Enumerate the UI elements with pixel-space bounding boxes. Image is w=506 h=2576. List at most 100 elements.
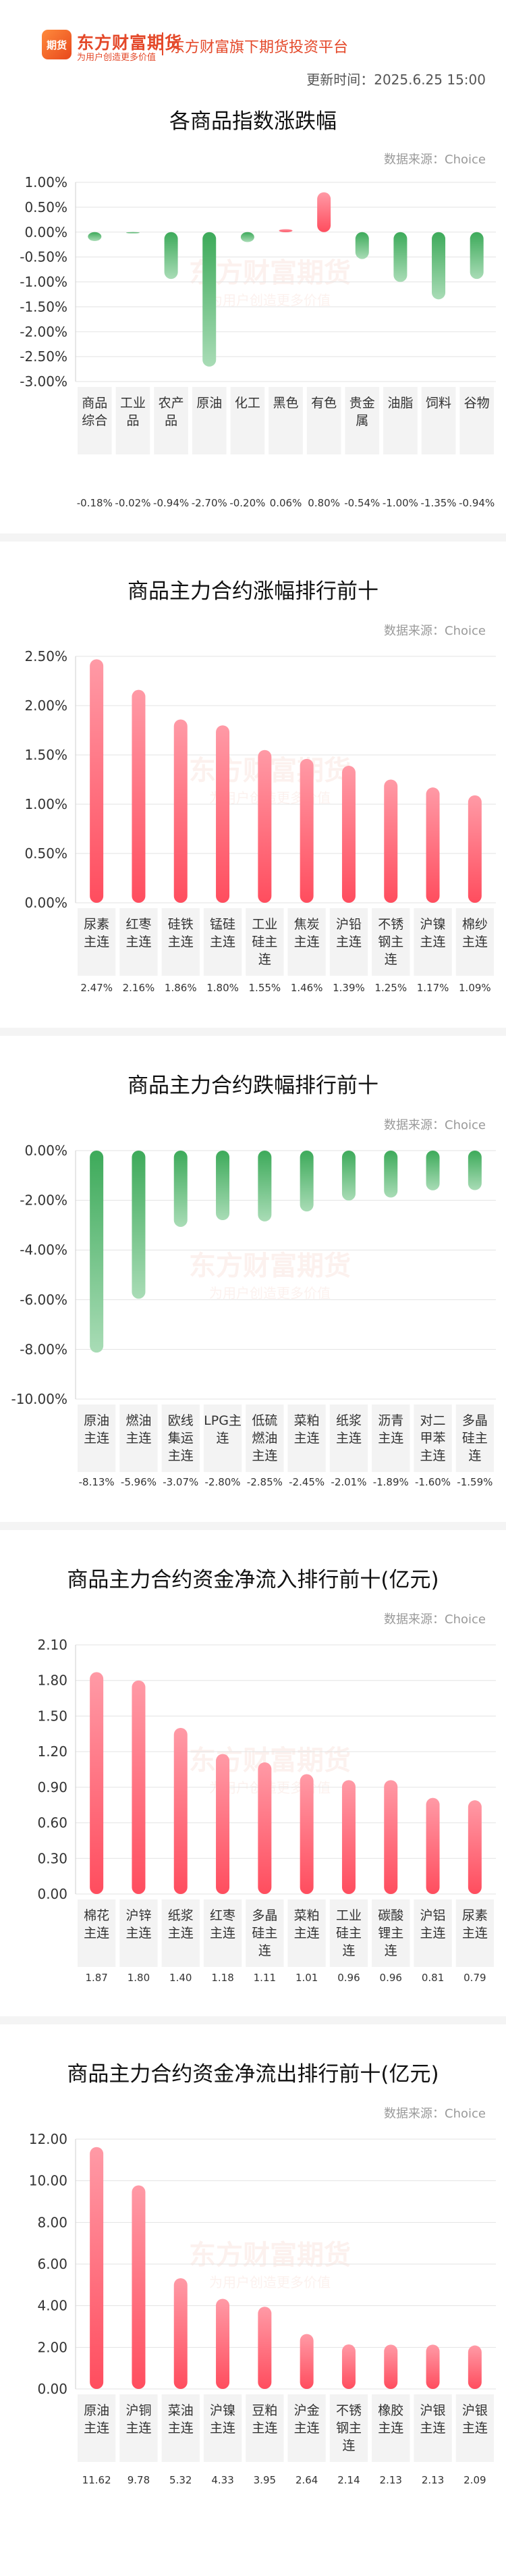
chart-section-net-inflow: 商品主力合约资金净流入排行前十(亿元) 数据来源：Choice 东方财富期货为用… [0,1530,506,2016]
y-tick-label: 2.00% [24,698,67,714]
y-tick-label: 1.50% [24,747,67,763]
chart-section-top-losers: 商品主力合约跌幅排行前十 数据来源：Choice 东方财富期货 为用户创造更多价值… [0,1036,506,1522]
value-label: 0.79 [463,1972,486,1984]
bar [88,232,102,242]
category-label: 商品综合 [82,396,107,428]
category-label: 饲料 [426,396,451,411]
logo-text: 期货 [46,38,67,51]
y-tick-label: 0.50% [24,199,67,215]
value-label: -2.85% [247,1476,283,1488]
y-tick-label: -3.00% [20,373,67,390]
bar [468,1151,482,1190]
category-label: 橡胶主连 [378,2403,403,2436]
value-label: -1.59% [457,1476,493,1488]
y-tick-label: -2.50% [20,348,67,365]
category-label: 棉纱主连 [462,917,488,949]
y-tick-label: 1.00% [24,796,67,812]
value-label: 5.32 [169,2474,192,2486]
category-label-bg [246,1899,284,1967]
y-tick-label: -2.00% [20,323,67,340]
category-label: 沪铝主连 [420,1908,446,1941]
bar [432,232,446,300]
value-label: -1.35% [421,497,457,509]
bar [173,719,188,903]
value-label: 1.80% [206,982,239,994]
category-label-bg [246,1404,284,1472]
value-label: 1.87 [85,1972,107,1984]
category-label-bg [306,387,341,454]
category-label: 沪镍主连 [210,2403,235,2436]
category-label-bg [372,1404,410,1472]
bar [300,758,314,903]
bar [341,1151,356,1201]
category-label: 多晶硅主连 [462,1413,488,1463]
category-label: 农产品 [159,396,184,428]
category-label: 焦炭主连 [294,917,320,949]
platform-tagline: 东方财富旗下期货投资平台 [170,39,349,56]
category-label: 欧线集运主连 [168,1413,194,1463]
category-label-bg [154,387,188,454]
bar [317,192,331,232]
bar [426,1151,440,1190]
category-label-bg [161,2394,200,2462]
category-label-bg [329,908,368,976]
value-label: 1.17% [417,982,449,994]
chart-title: 商品主力合约涨幅排行前十 [128,579,378,604]
value-label: -8.13% [79,1476,115,1488]
y-tick-label: 0.00 [37,2381,67,2397]
bar [216,1754,230,1894]
value-label: 2.09 [463,2474,486,2486]
category-label: 沪铜主连 [125,2403,151,2436]
value-label: 0.96 [380,1972,402,1984]
y-tick-label: -1.50% [20,298,67,315]
y-tick-label: 12.00 [29,2131,67,2147]
value-label: -0.54% [344,497,380,509]
value-label: 2.13 [380,2474,402,2486]
section-divider [0,1028,506,1036]
category-label: 沪银主连 [420,2403,446,2436]
category-label-bg [345,387,380,454]
section-divider [0,533,506,542]
update-time: 更新时间：2025.6.25 15:00 [306,72,486,88]
y-tick-label: 8.00 [37,2214,67,2230]
brand-separator [162,32,163,55]
value-label: 2.64 [296,2474,318,2486]
category-label-bg [161,1899,200,1967]
y-tick-label: 2.50% [24,648,67,664]
value-label: 4.33 [211,2474,233,2486]
category-label-bg [372,2394,410,2462]
y-tick-label: -6.00% [20,1292,67,1308]
value-label: 1.11 [254,1972,276,1984]
y-tick-label: -4.00% [20,1242,67,1258]
category-label: 油脂 [387,396,413,411]
y-tick-label: 0.00 [37,1886,67,1902]
category-label: 沪锌主连 [125,1908,151,1941]
category-label: 碳酸锂主连 [378,1908,403,1958]
watermark-text: 东方财富期货 [189,1251,351,1282]
chart-title: 商品主力合约跌幅排行前十 [128,1074,378,1098]
category-label: 工业硅主连 [252,917,277,967]
bar [426,2344,440,2389]
category-label-bg [459,387,494,454]
bar [384,779,398,903]
value-label: 0.96 [337,1972,360,1984]
bar [90,1151,104,1353]
watermark-text: 东方财富期货 [189,2240,351,2271]
y-tick-label: 0.30 [37,1850,67,1866]
y-tick-label: -10.00% [11,1391,67,1407]
data-source: 数据来源：Choice [384,153,486,167]
value-label: 1.40 [169,1972,192,1984]
category-label-bg [78,2394,116,2462]
bar [216,1151,230,1221]
chart-section-top-gainers: 商品主力合约涨幅排行前十 数据来源：Choice 东方财富期货为用户创造更多价值… [0,542,506,1028]
value-label: 1.09% [459,982,491,994]
category-label-bg [78,908,116,976]
y-tick-label: -1.00% [20,274,67,290]
value-label: 2.47% [80,982,113,994]
value-label: 0.81 [422,1972,444,1984]
brand-logo-icon: 期货 [42,30,72,59]
value-label: 3.95 [254,2474,276,2486]
